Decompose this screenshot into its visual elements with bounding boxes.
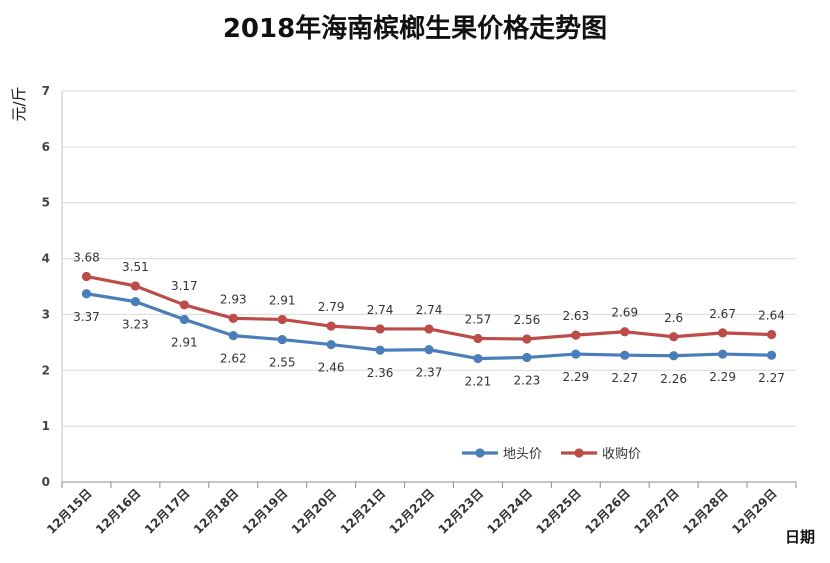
data-point [522,352,532,363]
y-tick-label: 1 [42,419,50,433]
x-tick-label: 12月22日 [387,486,437,536]
data-point [179,314,189,325]
y-tick-label: 6 [42,140,50,154]
data-point [620,350,630,360]
x-tick-label: 12月21日 [338,486,388,536]
x-tick-label: 12月29日 [729,486,779,536]
x-tick-label: 12月23日 [436,486,486,536]
data-label: 2.55 [269,356,296,370]
legend-marker [574,448,584,458]
data-label: 3.68 [73,250,100,264]
data-label: 2.29 [562,370,589,384]
data-label: 2.23 [514,373,541,387]
chart-title: 2018年海南槟榔生果价格走势图 [222,14,608,44]
data-label: 3.37 [73,310,100,324]
data-label: 2.29 [709,370,736,384]
data-point [766,350,777,360]
x-tick-label: 12月26日 [582,486,632,536]
data-point [669,332,679,342]
data-label: 2.91 [269,293,296,307]
x-tick-label: 12月28日 [680,486,730,536]
data-point [130,281,140,291]
data-label: 2.27 [611,371,638,385]
legend: 地头价 收购价 [462,446,641,462]
data-point [326,339,336,350]
data-point [375,345,385,355]
y-tick-label: 4 [42,252,50,266]
data-labels: 3.37 3.23 2.91 2.62 2.55 2.46 2.36 2.37 2.21 2.23… [73,250,785,388]
data-point [375,324,385,334]
data-label: 2.69 [611,306,638,320]
x-tick-label: 12月15日 [44,486,94,536]
data-point [473,353,483,364]
data-label: 2.93 [220,292,247,306]
legend-label: 收购价 [602,446,641,462]
data-label: 2.46 [318,361,345,375]
data-point [326,321,336,331]
legend-label: 地头价 [503,447,542,462]
x-axis-label: 日期 [785,528,815,546]
y-tick-label: 5 [42,196,50,210]
data-point [277,334,287,345]
data-point [718,349,728,359]
data-label: 2.63 [562,309,589,323]
data-point [718,328,728,338]
data-label: 2.67 [709,307,736,321]
data-point [522,334,532,344]
grid-lines [62,90,796,427]
data-label: 2.74 [367,303,394,317]
x-tick-label: 12月16日 [93,486,143,536]
data-label: 3.23 [122,318,149,332]
data-label: 2.27 [758,371,785,385]
x-tick-label: 12月20日 [289,486,339,536]
data-point [766,329,777,340]
data-label: 2.56 [514,313,541,327]
x-tick-label: 12月18日 [191,486,241,536]
y-tick-label: 3 [42,307,50,321]
data-label: 3.17 [171,279,198,293]
data-point [424,345,434,355]
x-tick-label: 12月25日 [533,486,583,536]
data-label: 2.79 [318,300,345,314]
data-point [571,349,581,359]
data-label: 2.36 [367,366,394,380]
data-point [81,289,92,299]
data-label: 2.62 [220,352,247,366]
data-label: 3.51 [122,260,149,274]
data-label: 2.37 [416,366,443,380]
data-label: 2.57 [465,312,492,326]
data-label: 2.26 [660,372,687,386]
x-tick-label: 12月19日 [240,486,290,536]
data-point [620,327,630,337]
series-layer [81,271,777,364]
data-point [424,324,434,334]
x-tick-label: 12月24日 [484,486,534,536]
data-point [473,333,483,344]
data-label: 2.74 [416,303,443,317]
y-tick-label: 0 [42,475,50,489]
data-label: 2.64 [758,309,785,323]
data-point [228,331,238,341]
data-point [277,314,287,325]
data-label: 2.21 [465,375,492,389]
x-tick-label: 12月17日 [142,486,192,536]
data-label: 2.91 [171,335,198,349]
x-tick-label: 12月27日 [631,486,681,536]
data-point [669,351,679,361]
data-point [81,271,92,282]
legend-marker [475,448,485,458]
y-tick-label: 2 [42,363,50,377]
y-tick-label: 7 [42,84,50,98]
data-point [130,296,140,307]
data-point [228,313,238,323]
data-point [179,300,189,310]
data-label: 2.6 [664,311,683,325]
y-axis-label: 元/斤 [10,86,28,121]
data-point [571,330,581,340]
